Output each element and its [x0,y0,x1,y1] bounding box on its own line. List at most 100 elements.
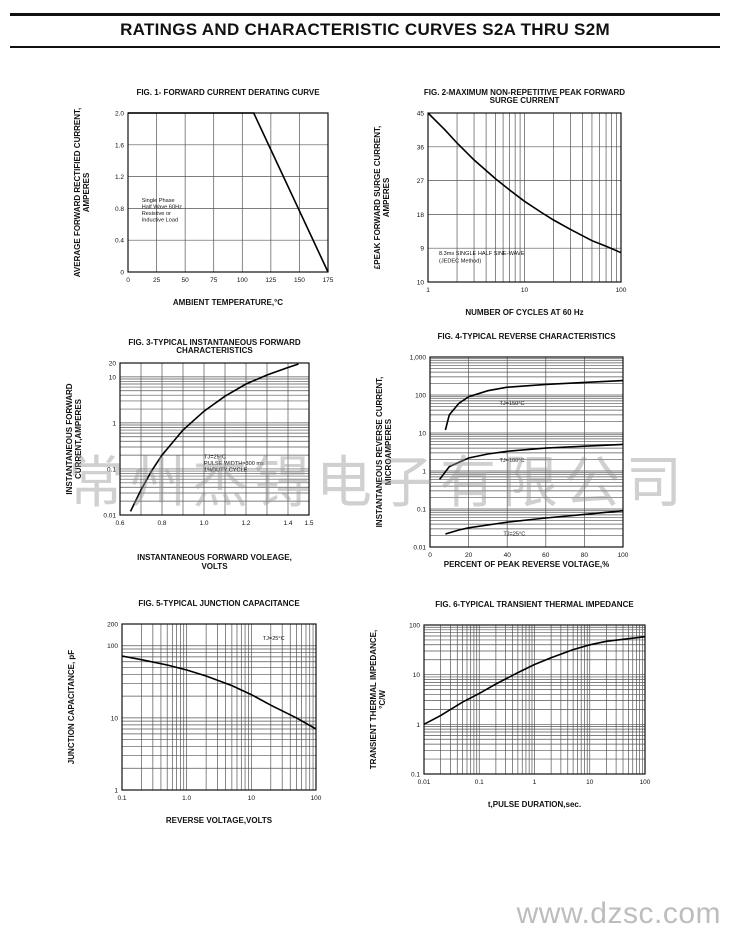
x-tick-label: 100 [616,287,627,294]
y-tick-label: 100 [415,393,426,400]
x-axis-label: INSTANTANEOUS FORWARD VOLEAGE, [137,553,292,562]
chart-title: FIG. 5-TYPICAL JUNCTION CAPACITANCE [138,599,300,608]
chart-fig3: 0.6 0.8 1.0 1.2 1.4 1.5 20 10 1 0.1 0.01 FIG. 3-TYP… [65,338,314,571]
y-tick-label: 20 [109,361,117,368]
x-tick-label: 0.6 [115,520,124,527]
y-tick-label: 1 [422,469,426,476]
page-title: RATINGS AND CHARACTERISTIC CURVES S2A TH… [120,20,610,39]
annotation-text: PULSE WIDTH=300 ms [204,461,264,467]
y-tick-label: 9 [420,246,424,253]
y-axis-label: MICROAMPERES [384,418,393,485]
x-tick-label: 75 [210,277,218,284]
y-tick-label: 200 [107,622,118,629]
x-tick-label: 0.01 [418,779,431,786]
y-tick-label: 1.2 [115,174,124,181]
x-axis-label: NUMBER OF CYCLES AT 60 Hz [465,308,583,317]
annotation-text: TJ=25°C [204,454,226,460]
x-tick-label: 25 [153,277,161,284]
y-tick-label: 0.1 [107,466,116,473]
y-tick-label: 0.4 [115,238,124,245]
annotation-text: (JEDEC Method) [439,258,481,264]
x-axis-label: PERCENT OF PEAK REVERSE VOLTAGE,% [444,560,610,569]
y-tick-label: 45 [417,111,425,118]
x-tick-label: 0.8 [157,520,166,527]
y-axis-label: AMPERES [382,177,391,217]
y-tick-label: 0.8 [115,206,124,213]
annotation-text: TJ=100°C [499,458,524,464]
x-tick-label: 0.1 [475,779,484,786]
chart-fig1: 0 25 50 75 100 125 150 175 0 0.4 0.8 1.2 1.6 2.0 FIG. … [73,88,334,307]
x-tick-label: 0.1 [117,795,126,802]
annotation-text: TJ=25°C [503,532,525,538]
y-tick-label: 0.1 [411,772,420,779]
x-axis-label: t,PULSE DURATION,sec. [488,800,581,809]
x-tick-label: 1 [533,779,537,786]
series-line-fig4-1 [438,443,624,480]
x-tick-label: 1.0 [182,795,191,802]
y-tick-label: 10 [419,431,427,438]
plot-frame [429,356,624,548]
y-tick-label: 1 [416,722,420,729]
x-tick-label: 60 [542,552,550,559]
chart-title: CHARACTERISTICS [176,346,253,355]
series-line-fig2-0 [427,112,622,254]
series-line-fig3-0 [129,363,299,512]
annotation-text: Single Phase [142,198,175,204]
annotation-text: Resistive or [142,211,171,217]
series-line-fig4-2 [445,509,624,535]
annotation-text: 8.3ms SINGLE HALF SINE-WAVE [439,251,525,257]
x-tick-label: 0 [428,552,432,559]
y-tick-label: 0.1 [417,507,426,514]
y-axis-label: CURRENT,AMPERES [74,398,83,479]
annotation-text: TJ=25°C [263,636,285,642]
chart-title: FIG. 6-TYPICAL TRANSIENT THERMAL IMPEDAN… [435,600,634,609]
x-tick-label: 50 [182,277,190,284]
chart-title: FIG. 4-TYPICAL REVERSE CHARACTERISTICS [437,332,616,341]
y-axis-label: £PEAK FORWARD SURGE CURRENT, [373,126,382,269]
y-tick-label: 1 [112,420,116,427]
series-line-fig1-0 [128,112,329,273]
x-tick-label: 150 [294,277,305,284]
x-tick-label: 1.2 [241,520,250,527]
series-line-fig6-0 [423,635,646,726]
header-rule-top [10,13,720,16]
y-axis-label: AMPERES [82,172,91,212]
series-line-fig4-0 [444,379,624,431]
y-tick-label: 2.0 [115,111,124,118]
y-tick-label: 0 [120,270,124,277]
chart-title: SURGE CURRENT [490,96,560,105]
x-axis-label: VOLTS [201,562,228,571]
chart-title: FIG. 3-TYPICAL INSTANTANEOUS FORWARD [128,338,301,347]
plot-frame [423,624,646,775]
x-tick-label: 100 [311,795,322,802]
header-rule-bottom [10,46,720,48]
y-tick-label: 18 [417,212,425,219]
chart-fig5: 0.1 1.0 10 100 200 100 10 1 FIG. 5-TYPICAL JUNCT… [67,599,322,825]
plot-frame [427,112,622,283]
x-tick-label: 125 [265,277,276,284]
plot-frame [127,112,329,273]
y-axis-label: °C/W [378,690,387,709]
annotation-text: TJ=150°C [499,401,524,407]
x-tick-label: 10 [586,779,594,786]
x-tick-label: 1.4 [283,520,292,527]
annotation-text: 1%DUTY CYCLE [204,467,248,473]
y-tick-label: 10 [413,672,421,679]
annotation-text: Half Wave 60Hz [142,205,182,211]
chart-title: FIG. 1- FORWARD CURRENT DERATING CURVE [136,88,320,97]
y-axis-label: JUNCTION CAPACITANCE, pF [67,650,76,764]
x-tick-label: 100 [640,779,651,786]
y-tick-label: 10 [109,374,117,381]
y-axis-label: INSTANTANEOUS REVERSE CURRENT, [375,377,384,528]
y-tick-label: 0.01 [103,513,116,520]
y-axis-label: TRANSIENT THERMAL IMPEDANCE, [369,630,378,769]
x-axis-label: AMBIENT TEMPERATURE,°C [173,298,283,307]
y-tick-label: 10 [111,715,119,722]
x-tick-label: 10 [521,287,529,294]
chart-title: FIG. 2-MAXIMUM NON-REPETITIVE PEAK FORWA… [424,88,625,97]
x-tick-label: 1 [426,287,430,294]
annotation-text: Inductive Load [142,218,178,224]
plot-frame [119,362,310,516]
